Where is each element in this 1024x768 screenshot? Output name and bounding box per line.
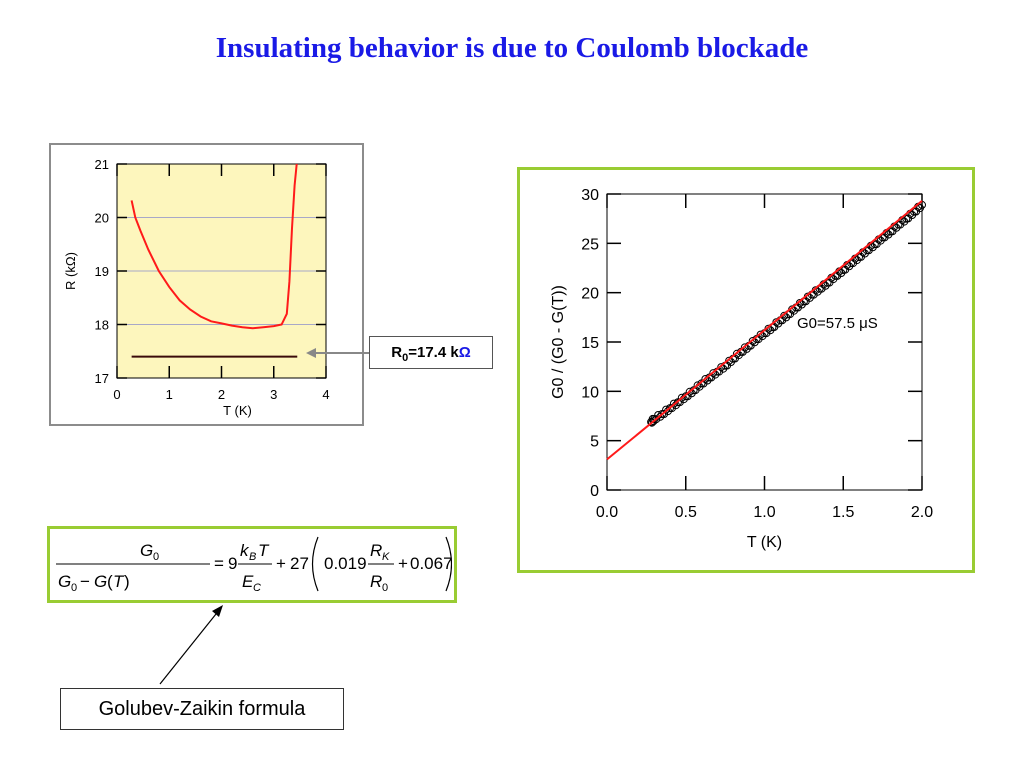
svg-text:0.067: 0.067 (410, 554, 452, 573)
data-point (701, 375, 710, 383)
y-tick-label: 21 (95, 157, 109, 172)
svg-text:R: R (370, 572, 382, 591)
callout-arrow-head (306, 348, 316, 358)
data-point (652, 415, 661, 424)
svg-text:+: + (276, 554, 286, 573)
svg-text:k: k (240, 541, 250, 560)
data-point (662, 405, 671, 414)
svg-text:G: G (140, 541, 153, 560)
svg-text:0: 0 (71, 582, 77, 594)
x-tick-label: 1 (166, 387, 173, 402)
x-tick-label: 2 (218, 387, 225, 402)
x-tick-label: 1.5 (832, 504, 854, 521)
y-tick-label: 10 (581, 384, 599, 401)
svg-text:0: 0 (153, 551, 159, 563)
data-point (756, 330, 765, 339)
svg-text:): ) (124, 572, 130, 591)
data-point (740, 343, 749, 352)
svg-text:R: R (370, 541, 382, 560)
data-point (833, 271, 842, 280)
y-tick-label: 5 (590, 434, 599, 451)
linear-fit-line (606, 200, 923, 461)
x-tick-label: 2.0 (911, 504, 933, 521)
y-tick-label: 30 (581, 187, 599, 204)
x-tick-label: 1.0 (753, 504, 775, 521)
data-point (717, 363, 726, 372)
svg-text:T: T (113, 572, 125, 591)
slide-title: Insulating behavior is due to Coulomb bl… (215, 32, 809, 64)
conductance-chart-frame (517, 167, 975, 573)
y-tick-label: 20 (581, 286, 599, 303)
g0-annotation: G0=57.5 μS (797, 315, 878, 332)
data-point (677, 393, 686, 402)
x-axis-label: T (K) (223, 403, 252, 418)
svg-text:K: K (382, 551, 390, 563)
svg-text:B: B (249, 551, 256, 563)
data-point (732, 349, 741, 358)
formula-label: Golubev-Zaikin formula (60, 688, 344, 730)
svg-text:G: G (58, 572, 71, 591)
y-tick-label: 0 (590, 483, 599, 500)
svg-text:0: 0 (382, 582, 388, 594)
y-tick-label: 15 (581, 335, 599, 352)
x-tick-label: 3 (270, 387, 277, 402)
data-point (685, 387, 694, 396)
y-tick-label: 20 (95, 211, 109, 226)
data-point (693, 381, 702, 390)
y-tick-label: 18 (95, 318, 109, 333)
data-point (669, 399, 678, 408)
svg-text:−: − (80, 572, 90, 591)
y-axis-label: G0 / (G0 - G(T)) (550, 285, 567, 399)
x-tick-label: 0 (113, 387, 120, 402)
y-tick-label: 19 (95, 264, 109, 279)
x-axis-label: T (K) (747, 534, 782, 551)
svg-text:T: T (258, 541, 270, 560)
golubev-zaikin-formula-box (47, 526, 457, 603)
svg-text:=: = (214, 554, 224, 573)
resistance-curve (130, 163, 298, 330)
svg-text:E: E (242, 572, 254, 591)
x-tick-label: 4 (322, 387, 329, 402)
r0-callout: R0=17.4 kΩ (369, 336, 493, 369)
svg-text:27: 27 (290, 554, 309, 573)
data-point (748, 337, 757, 345)
svg-text:9: 9 (228, 554, 237, 573)
svg-text:+: + (398, 554, 408, 573)
svg-text:(: ( (107, 572, 113, 591)
y-tick-label: 25 (581, 236, 599, 253)
y-axis-label: R (kΩ) (63, 252, 78, 290)
data-point (709, 369, 718, 378)
y-tick-label: 17 (95, 371, 109, 386)
svg-text:0.019: 0.019 (324, 554, 367, 573)
x-tick-label: 0.5 (675, 504, 697, 521)
svg-text:G: G (94, 572, 107, 591)
x-tick-label: 0.0 (596, 504, 618, 521)
resistance-chart-frame (49, 143, 364, 426)
svg-text:C: C (253, 582, 261, 594)
